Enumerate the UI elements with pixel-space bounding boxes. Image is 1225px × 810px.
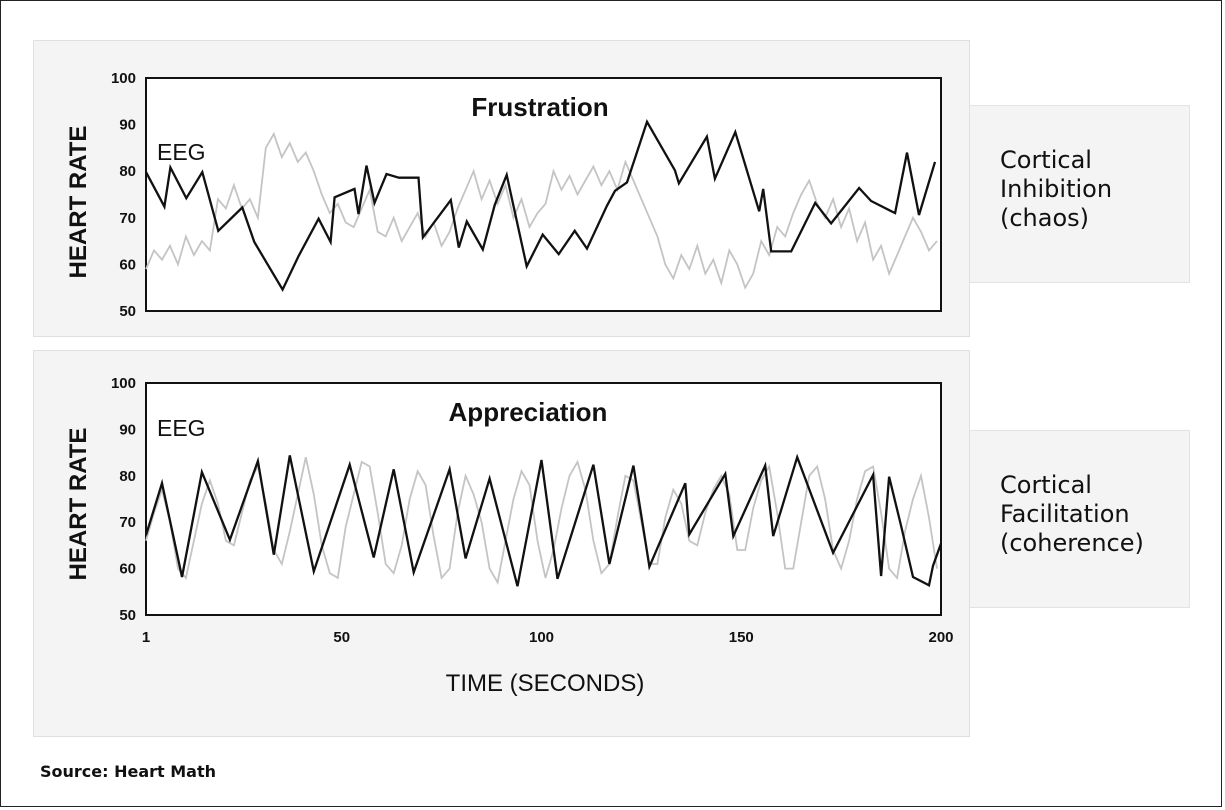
y-axis-title: HEART RATE <box>65 126 92 279</box>
side-label-line: Facilitation <box>1000 500 1130 528</box>
side-label-line: Cortical <box>1000 471 1092 499</box>
chart-title: Appreciation <box>449 397 608 427</box>
y-tick-label: 60 <box>119 256 136 273</box>
x-tick-label: 200 <box>928 629 953 646</box>
y-tick-labels: 100 90 80 70 60 50 <box>111 70 136 320</box>
frustration-side-label: Cortical Inhibition (chaos) <box>970 105 1190 283</box>
series-group <box>144 118 938 293</box>
y-tick-label: 50 <box>119 303 136 320</box>
y-tick-label: 60 <box>119 561 136 578</box>
x-tick-label: 1 <box>142 629 150 646</box>
appreciation-chart: HEART RATE Appreciation EEG 100 90 80 70 60 5… <box>65 375 954 697</box>
plot-area <box>145 382 942 616</box>
plot-area <box>145 77 942 312</box>
y-tick-label: 80 <box>119 163 136 180</box>
y-tick-label: 70 <box>119 514 136 531</box>
y-tick-label: 80 <box>119 468 136 485</box>
y-tick-label: 90 <box>119 421 136 438</box>
eeg-annotation: EEG <box>157 139 206 165</box>
y-tick-label: 100 <box>111 70 136 87</box>
x-tick-label: 150 <box>729 629 754 646</box>
eeg-line <box>145 131 938 290</box>
y-tick-label: 100 <box>111 375 136 392</box>
eeg-line <box>145 457 938 586</box>
x-tick-label: 100 <box>529 629 554 646</box>
side-label-line: Inhibition <box>1000 175 1113 203</box>
y-tick-label: 90 <box>119 117 136 134</box>
side-label-line: (coherence) <box>1000 529 1144 557</box>
source-caption: Source: Heart Math <box>40 762 217 781</box>
heart-rate-line <box>144 118 937 293</box>
frustration-chart: HEART RATE Frustration EEG 100 90 80 70 60 50 <box>65 70 942 320</box>
chart-title: Frustration <box>471 92 608 122</box>
x-tick-labels: 1 50 100 150 200 <box>142 629 954 646</box>
x-axis-title: TIME (SECONDS) <box>446 670 645 697</box>
y-tick-label: 50 <box>119 607 136 624</box>
appreciation-side-label: Cortical Facilitation (coherence) <box>970 430 1190 608</box>
y-tick-labels: 100 90 80 70 60 50 <box>111 375 136 624</box>
y-axis-title: HEART RATE <box>65 428 92 581</box>
heart-rate-line <box>144 453 943 588</box>
eeg-annotation: EEG <box>157 415 206 441</box>
side-label-line: Cortical <box>1000 146 1092 174</box>
y-tick-label: 70 <box>119 210 136 227</box>
side-label-line: (chaos) <box>1000 204 1090 232</box>
series-group <box>144 453 943 588</box>
x-tick-label: 50 <box>333 629 350 646</box>
